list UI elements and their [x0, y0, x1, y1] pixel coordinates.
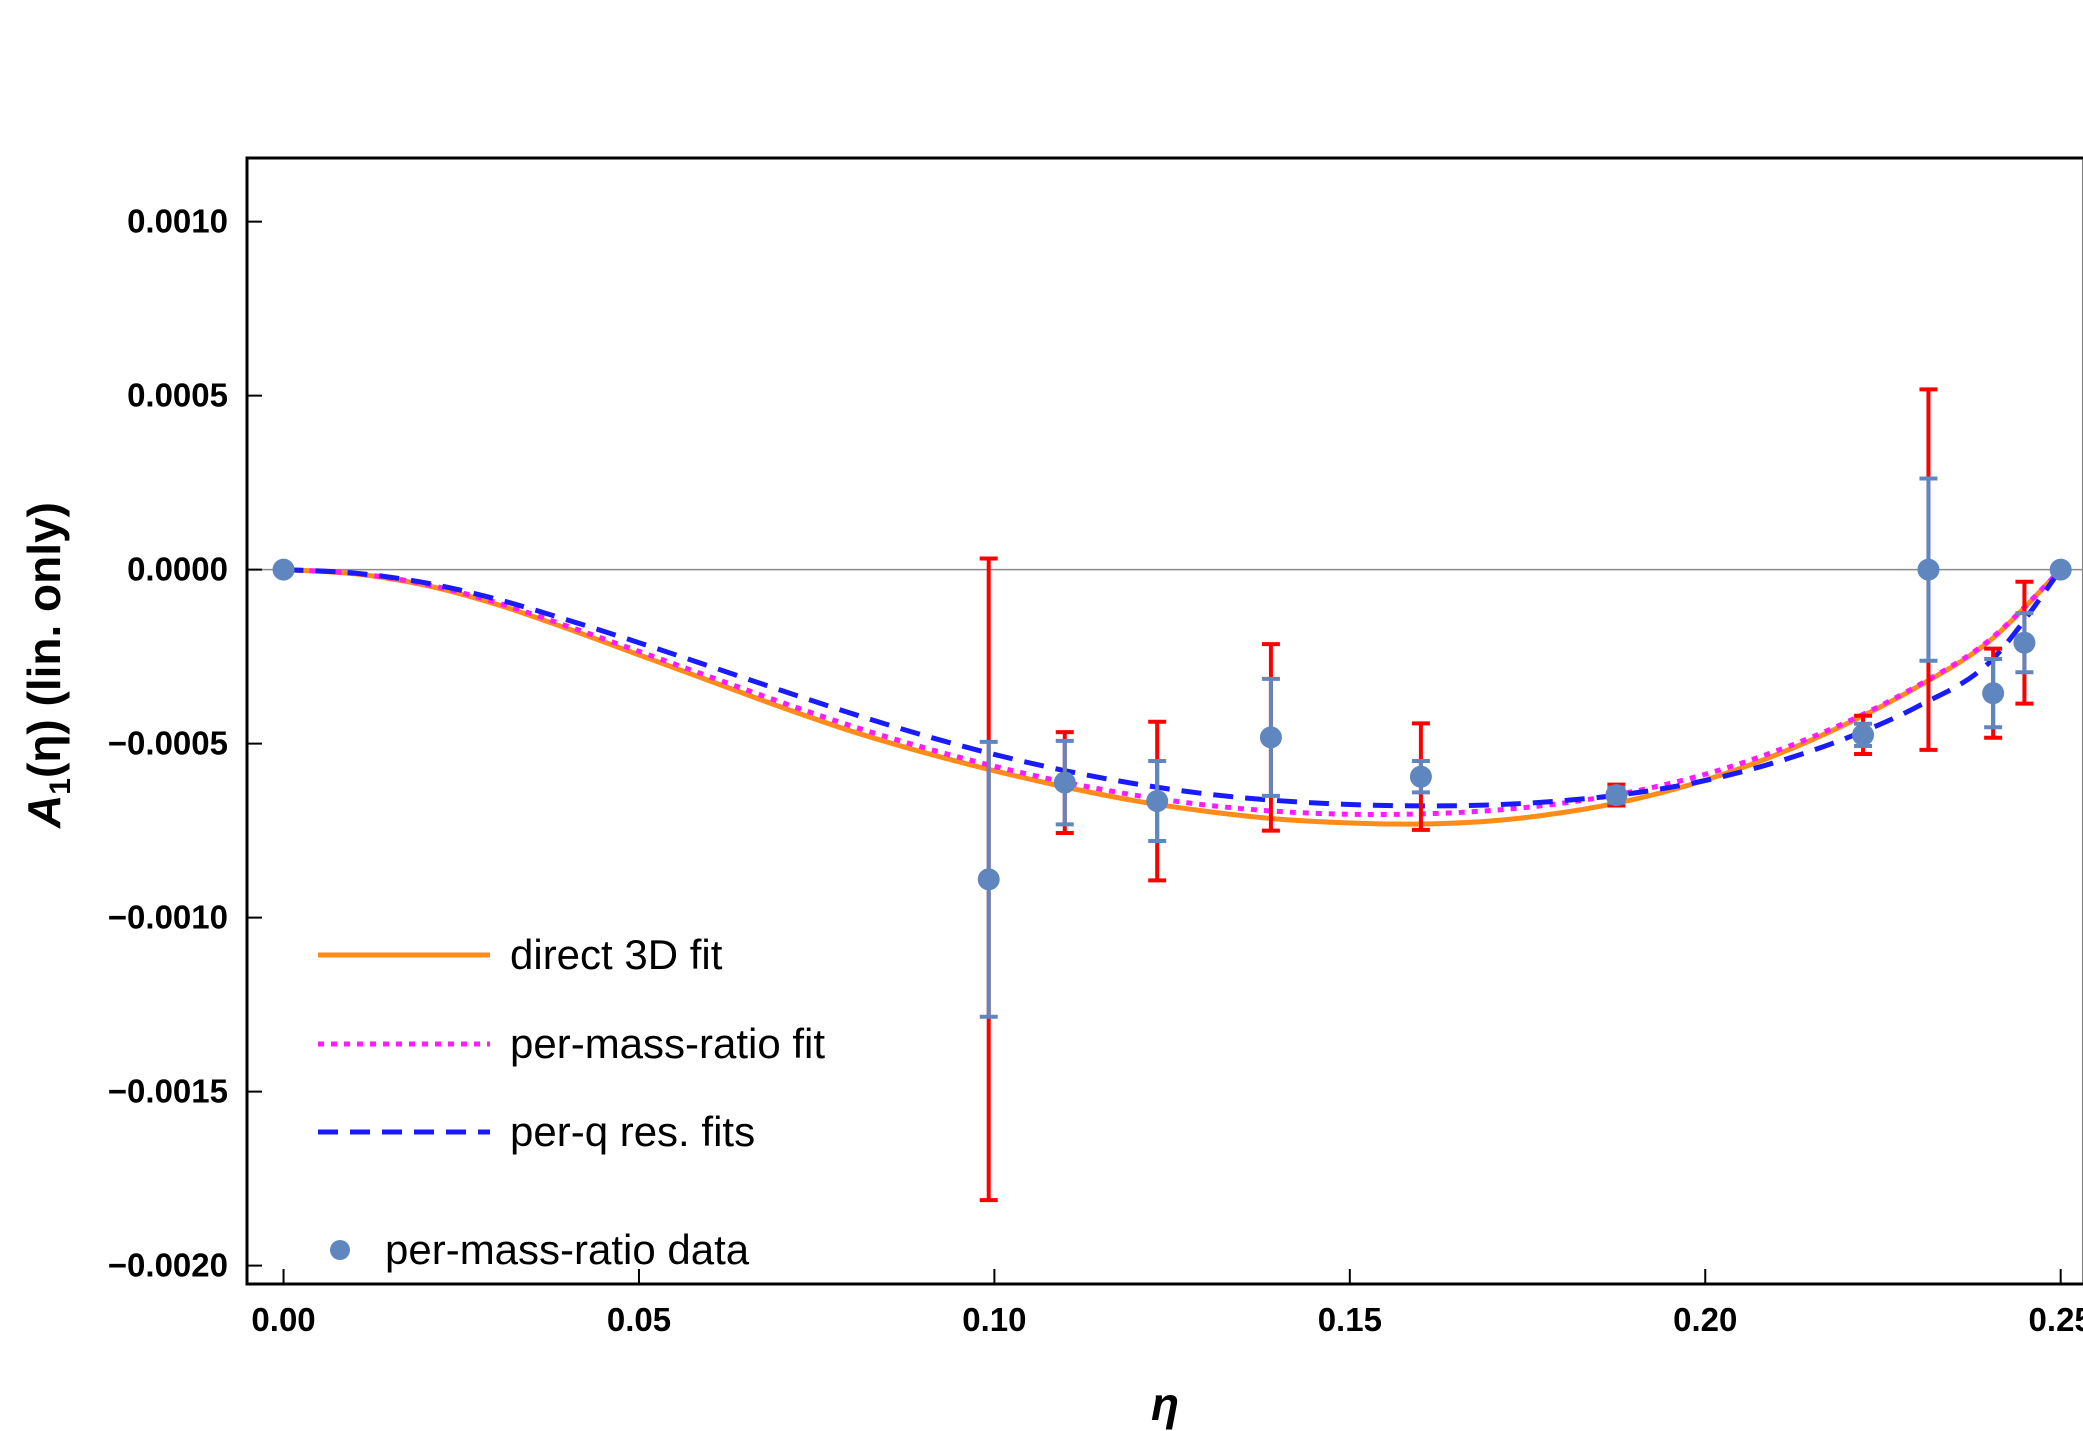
y-axis-ticks: 0.0010 0.0005 0.0000 −0.0005 −0.0010 −0.0015 −…: [108, 203, 262, 1284]
data-point: [1259, 726, 1282, 749]
y-axis-title: A1(η) (lin. only): [18, 502, 77, 829]
series-lines: [283, 567, 2063, 827]
plot-frame: [245, 156, 2083, 1286]
data-point: [1053, 771, 1076, 794]
data-point: [1982, 682, 2005, 705]
x-tick-label: 0.10: [962, 1301, 1026, 1338]
legend-label-per-q-res-fits: per-q res. fits: [510, 1108, 755, 1155]
y-tick-label: 0.0010: [127, 203, 228, 240]
legend-label-per-mass-ratio-fit: per-mass-ratio fit: [510, 1020, 825, 1067]
y-tick-label: −0.0005: [108, 725, 228, 762]
data-point: [977, 868, 1000, 891]
data-point: [1605, 784, 1628, 807]
y-tick-label: −0.0020: [108, 1247, 228, 1284]
x-tick-label: 0.05: [607, 1301, 671, 1338]
legend: direct 3D fit per-mass-ratio fit per-q r…: [318, 931, 825, 1273]
x-tick-label: 0.00: [251, 1301, 315, 1338]
series-line-per-q-res-fits: [283, 567, 2063, 809]
data-point: [1852, 723, 1875, 746]
x-axis-title: η: [1151, 1378, 1179, 1430]
series-line-direct-3d-fit: [283, 567, 2063, 827]
legend-label-direct-3d-fit: direct 3D fit: [510, 931, 723, 978]
series-line-per-mass-ratio-fit: [283, 567, 2063, 817]
data-point: [2049, 558, 2072, 581]
y-tick-label: −0.0010: [108, 899, 228, 936]
data-points: [272, 558, 2072, 891]
data-point: [2013, 631, 2036, 654]
x-tick-label: 0.20: [1673, 1301, 1737, 1338]
data-point: [1409, 765, 1432, 788]
x-axis-ticks: 0.00 0.05 0.10 0.15 0.20 0.25: [251, 1269, 2083, 1338]
data-point: [1146, 790, 1169, 813]
legend-swatch-per-mass-ratio-data: [330, 1240, 350, 1260]
y-tick-label: 0.0005: [127, 377, 228, 414]
legend-label-per-mass-ratio-data: per-mass-ratio data: [385, 1226, 750, 1273]
x-tick-label: 0.15: [1318, 1301, 1382, 1338]
y-tick-label: 0.0000: [127, 551, 228, 588]
data-point: [272, 558, 295, 581]
data-point: [1917, 558, 1940, 581]
x-tick-label: 0.25: [2029, 1301, 2083, 1338]
y-tick-label: −0.0015: [108, 1073, 228, 1110]
